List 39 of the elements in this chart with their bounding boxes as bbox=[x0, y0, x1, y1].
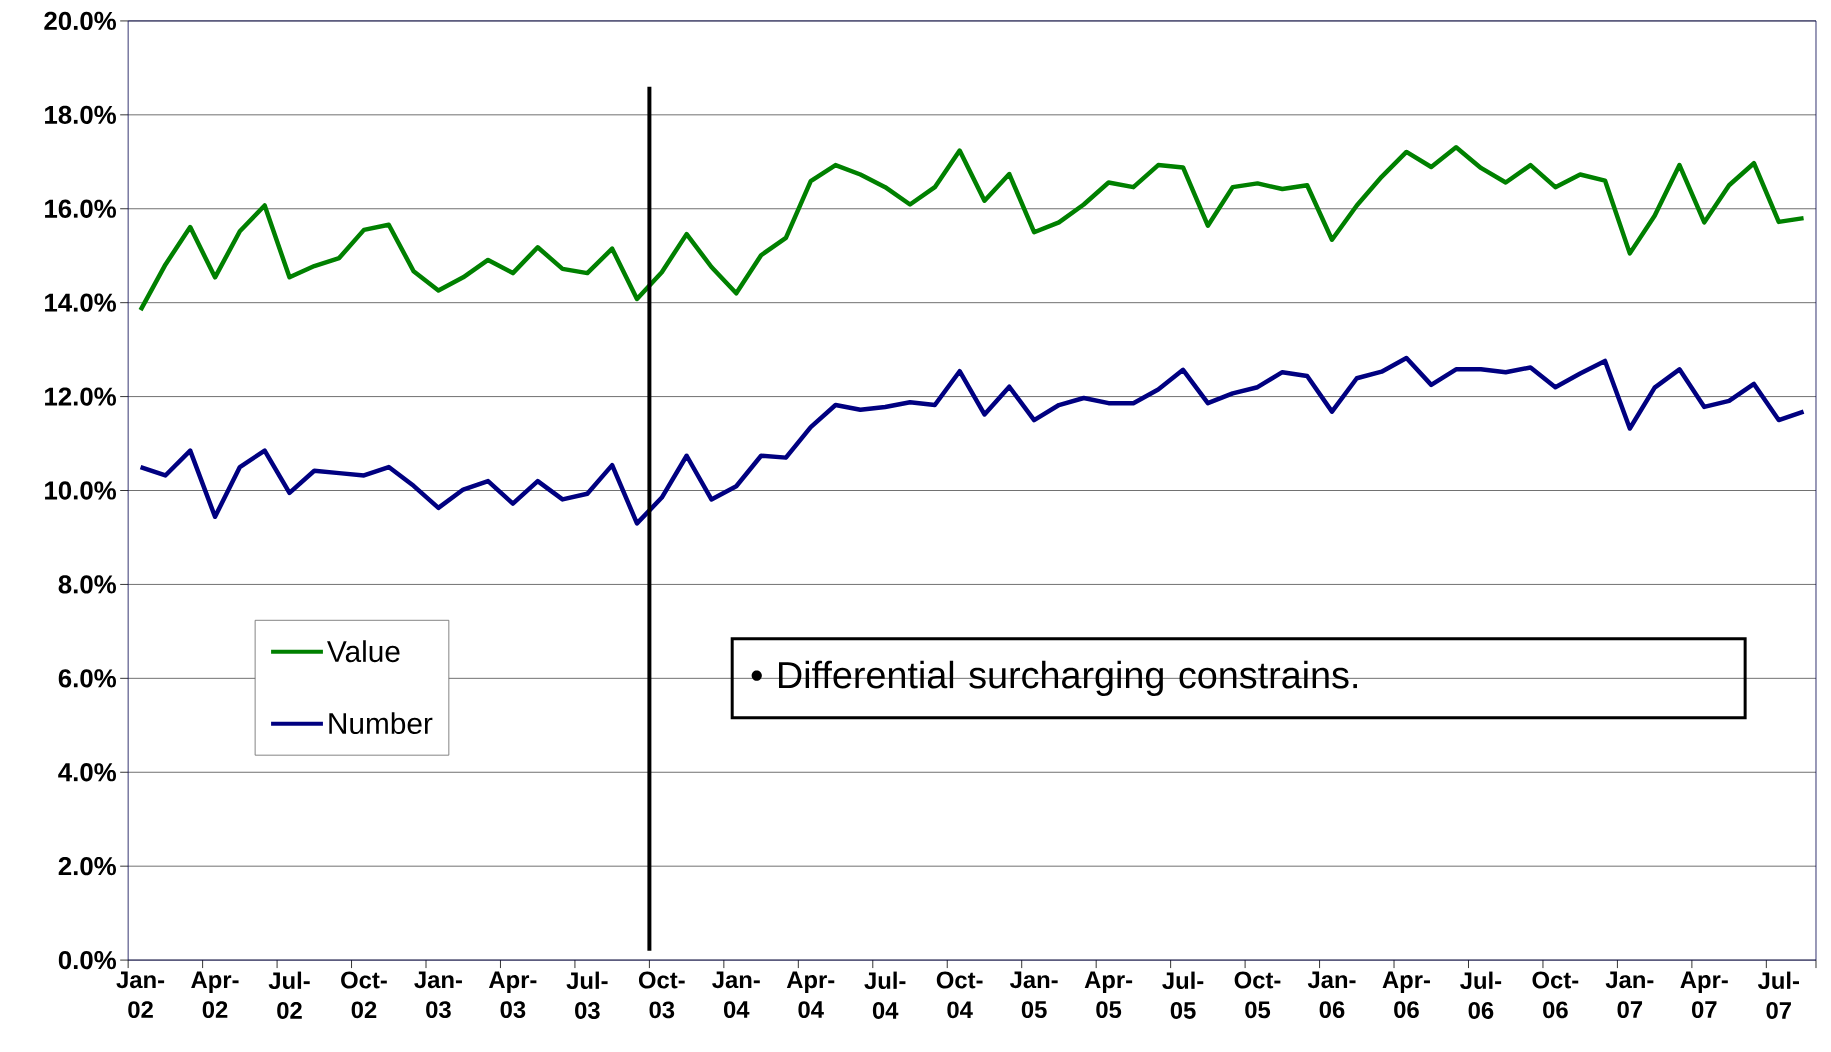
x-tick-label: Jul-02 bbox=[268, 971, 310, 1019]
x-tick-label: Apr-07 bbox=[1680, 971, 1728, 1019]
x-tick-label: Apr-04 bbox=[786, 971, 835, 1019]
x-tick-label: Apr-02 bbox=[191, 971, 239, 1019]
y-tick-label: 2.0% bbox=[58, 857, 116, 876]
x-tick-label: Apr-05 bbox=[1084, 971, 1133, 1019]
legend-label: Number bbox=[329, 712, 433, 735]
x-tick-label: Jul-05 bbox=[1162, 971, 1204, 1019]
x-tick-label: Oct-04 bbox=[936, 971, 983, 1019]
annotation: • Differential surcharging constrains. bbox=[751, 660, 1357, 697]
y-tick-label: 6.0% bbox=[58, 669, 116, 688]
x-tick-label: Jan-03 bbox=[414, 971, 462, 1019]
x-tick-label: Oct-02 bbox=[341, 971, 387, 1019]
y-tick-label: 8.0% bbox=[58, 575, 116, 594]
y-tick-label: 12.0% bbox=[45, 387, 116, 406]
x-tick-label: Oct-05 bbox=[1234, 971, 1281, 1019]
x-tick-label: Jul-06 bbox=[1460, 971, 1502, 1019]
x-tick-label: Oct-03 bbox=[638, 971, 685, 1019]
x-tick-label: Jan-07 bbox=[1605, 971, 1654, 1019]
x-tick-label: Jan-02 bbox=[116, 971, 165, 1019]
line-series bbox=[138, 355, 1806, 526]
y-tick-label: 10.0% bbox=[45, 481, 116, 500]
x-tick-label: Jan-04 bbox=[712, 971, 760, 1019]
y-tick-label: 18.0% bbox=[45, 105, 116, 125]
x-tick-label: Jan-05 bbox=[1009, 971, 1058, 1019]
legend-label: Value bbox=[327, 640, 400, 663]
y-tick-label: 14.0% bbox=[45, 293, 116, 312]
x-tick-label: Oct-06 bbox=[1532, 971, 1579, 1019]
y-tick-label: 20.0% bbox=[44, 11, 116, 31]
y-tick-label: 0.0% bbox=[58, 951, 116, 970]
y-tick-label: 4.0% bbox=[58, 763, 116, 782]
line-series bbox=[138, 145, 1806, 313]
x-tick-label: Jul-07 bbox=[1757, 971, 1799, 1019]
y-tick-label: 16.0% bbox=[45, 199, 116, 218]
x-tick-label: Jul-04 bbox=[864, 971, 906, 1019]
x-tick-label: Jul-03 bbox=[566, 971, 608, 1020]
x-tick-label: Apr-06 bbox=[1382, 971, 1430, 1019]
x-tick-label: Apr-03 bbox=[488, 971, 537, 1019]
x-tick-label: Jan-06 bbox=[1307, 971, 1356, 1019]
